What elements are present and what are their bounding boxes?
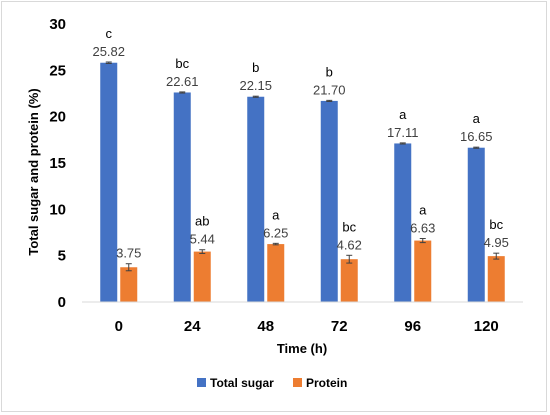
data-label-protein: 3.75 bbox=[116, 246, 141, 261]
bar-total-sugar bbox=[173, 92, 191, 302]
bar-protein bbox=[340, 259, 358, 302]
error-bar bbox=[252, 95, 259, 98]
bar-total-sugar bbox=[467, 147, 485, 302]
y-tick-label: 25 bbox=[49, 62, 66, 79]
bar-protein bbox=[487, 256, 505, 302]
error-bar bbox=[326, 99, 333, 102]
x-tick-label: 72 bbox=[331, 318, 348, 335]
significance-letter-total-sugar: a bbox=[399, 107, 407, 122]
x-tick-label: 24 bbox=[184, 318, 201, 335]
x-tick-label: 96 bbox=[404, 318, 421, 335]
bar-total-sugar bbox=[320, 100, 338, 302]
legend-label-protein: Protein bbox=[306, 376, 347, 390]
y-tick-label: 20 bbox=[49, 109, 66, 126]
error-bars bbox=[105, 61, 500, 272]
x-tick-label: 120 bbox=[474, 318, 499, 335]
data-label-total-sugar: 16.65 bbox=[460, 129, 493, 144]
y-axis-title: Total sugar and protein (%) bbox=[26, 88, 41, 255]
y-tick-label: 30 bbox=[49, 16, 66, 33]
data-label-total-sugar: 17.11 bbox=[387, 125, 419, 140]
error-bar bbox=[199, 249, 206, 254]
error-bar bbox=[346, 254, 353, 264]
legend-label-total-sugar: Total sugar bbox=[210, 376, 274, 390]
significance-letter-protein: bc bbox=[489, 217, 503, 232]
y-tick-label: 5 bbox=[58, 248, 66, 265]
error-bar bbox=[272, 242, 279, 246]
error-bar bbox=[125, 263, 132, 272]
bar-protein bbox=[120, 267, 138, 302]
error-bar bbox=[105, 61, 112, 64]
legend: Total sugar Protein bbox=[197, 376, 347, 390]
error-bar bbox=[179, 91, 186, 94]
data-label-total-sugar: 22.15 bbox=[239, 78, 272, 93]
error-bar bbox=[473, 146, 480, 149]
error-bar bbox=[399, 142, 406, 145]
significance-letter-protein: bc bbox=[342, 219, 356, 234]
legend-swatch-protein bbox=[293, 378, 302, 387]
legend-swatch-total-sugar bbox=[197, 378, 206, 387]
bar-total-sugar bbox=[247, 96, 265, 302]
y-tick-label: 0 bbox=[58, 294, 66, 311]
bar-total-sugar bbox=[394, 143, 412, 302]
data-label-total-sugar: 25.82 bbox=[92, 44, 125, 59]
y-tick-label: 10 bbox=[49, 201, 66, 218]
bars bbox=[100, 62, 505, 302]
significance-letters: c bc b b a a ab a bc a bc bbox=[106, 26, 504, 234]
significance-letter-total-sugar: b bbox=[252, 60, 259, 75]
data-label-protein: 4.62 bbox=[337, 237, 362, 252]
data-label-protein: 6.63 bbox=[410, 221, 435, 236]
significance-letter-total-sugar: b bbox=[326, 64, 333, 79]
data-label-protein: 6.25 bbox=[263, 225, 288, 240]
significance-letter-protein: a bbox=[272, 207, 280, 222]
bar-protein bbox=[414, 240, 432, 302]
error-bar bbox=[493, 252, 500, 260]
x-axis-title: Time (h) bbox=[277, 341, 327, 356]
data-label-protein: 5.44 bbox=[190, 232, 215, 247]
y-tick-label: 15 bbox=[49, 155, 66, 172]
data-label-total-sugar: 21.70 bbox=[313, 82, 346, 97]
bar-protein bbox=[267, 244, 285, 302]
significance-letter-protein: a bbox=[419, 203, 427, 218]
data-labels: 25.82 22.61 22.15 21.70 17.11 16.65 3.75 5.44 6.… bbox=[92, 44, 508, 261]
error-bar bbox=[419, 238, 426, 244]
significance-letter-total-sugar: a bbox=[473, 111, 481, 126]
significance-letter-total-sugar: c bbox=[106, 26, 113, 41]
bar-total-sugar bbox=[100, 62, 118, 302]
x-tick-label: 48 bbox=[257, 318, 274, 335]
data-label-protein: 4.95 bbox=[484, 235, 509, 250]
x-tick-label: 0 bbox=[115, 318, 123, 335]
data-label-total-sugar: 22.61 bbox=[166, 74, 199, 89]
y-axis-ticks: 0 5 10 15 20 25 30 bbox=[49, 16, 66, 311]
x-axis-ticks: 0 24 48 72 96 120 bbox=[115, 318, 499, 335]
significance-letter-total-sugar: bc bbox=[175, 56, 189, 71]
bar-protein bbox=[193, 251, 211, 302]
significance-letter-protein: ab bbox=[195, 214, 209, 229]
